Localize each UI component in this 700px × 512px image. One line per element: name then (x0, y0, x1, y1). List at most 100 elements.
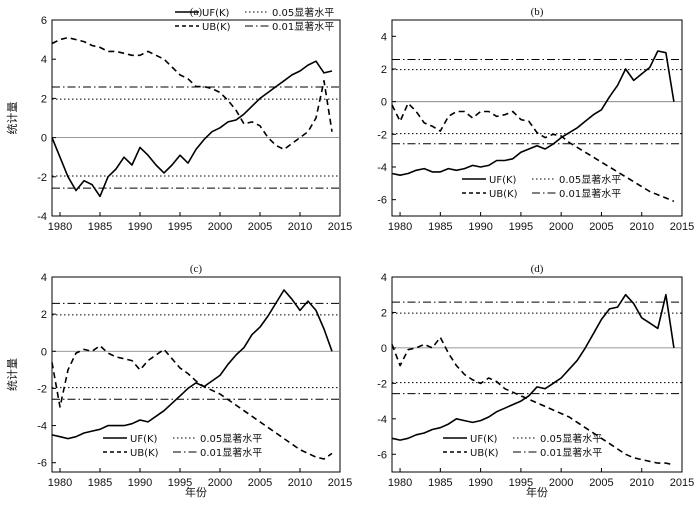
y-tick-label: -6 (37, 458, 47, 470)
series-line-ubk (51, 344, 333, 460)
y-tick-label: 0 (41, 346, 47, 358)
legend-label: 0.01显著水平 (540, 446, 602, 459)
x-tick-label: 2000 (549, 221, 573, 233)
series-line-ubk (51, 36, 333, 151)
y-tick-label: 4 (381, 31, 387, 43)
x-tick-label: 2005 (248, 477, 272, 489)
panel-label: (c) (190, 263, 203, 275)
y-tick-label: -6 (377, 195, 387, 207)
legend-label: 0.01显著水平 (200, 446, 262, 459)
chart-panel-a: 1980 1985 1990 1995 2000 2005 2010 2015 -4 -2 0 2 4 6… (6, 6, 352, 233)
y-tick-label: -2 (37, 172, 47, 184)
x-tick-label: 2000 (208, 221, 232, 233)
x-tick-label: 1990 (128, 477, 152, 489)
panel-label: (d) (531, 263, 544, 275)
x-tick-label: 1985 (88, 221, 112, 233)
x-tick-label: 2000 (549, 477, 573, 489)
x-tick-label: 1985 (428, 221, 452, 233)
y-tick-label: 0 (381, 97, 387, 109)
chart-panel-c: 1980 1985 1990 1995 2000 2005 2010 2015 -6 -4 -2 0 2… (6, 263, 352, 499)
chart-panel-b: 1980 1985 1990 1995 2000 2005 2010 2015 -6 -4 -2 0 2… (377, 6, 694, 233)
x-tick-label: 2010 (288, 477, 312, 489)
x-tick-label: 2005 (589, 221, 613, 233)
x-tick-label: 1990 (468, 221, 492, 233)
legend-label: UB(K) (130, 448, 159, 459)
x-tick-label: 1980 (388, 477, 412, 489)
series-line-ufk (51, 60, 333, 198)
plot-frame (51, 276, 341, 473)
x-tick-label: 1995 (168, 477, 192, 489)
legend-label: UF(K) (470, 434, 498, 445)
x-tick-label: 2000 (208, 477, 232, 489)
legend-label: 0.05显著水平 (272, 6, 334, 19)
x-tick-label: 1990 (128, 221, 152, 233)
x-tick-label: 2015 (328, 477, 352, 489)
series-line-ufk (391, 293, 675, 441)
x-tick-label: 2015 (328, 221, 352, 233)
legend-label: 0.01显著水平 (559, 187, 621, 200)
x-tick-label: 2005 (589, 477, 613, 489)
x-tick-label: 2015 (670, 221, 694, 233)
plot-frame (51, 19, 341, 217)
y-tick-label: -4 (37, 211, 47, 223)
plot-frame (391, 276, 683, 473)
series-line-ufk (391, 50, 675, 176)
x-tick-label: 1990 (468, 477, 492, 489)
legend-label: UF(K) (130, 434, 158, 445)
y-tick-label: 6 (41, 15, 47, 27)
x-tick-label: 2010 (629, 477, 653, 489)
legend-label: UF(K) (202, 8, 230, 19)
chart-panel-d: 1980 1985 1990 1995 2000 2005 2010 2015 -6 -4 -2 0 2… (377, 263, 694, 499)
y-tick-label: 0 (381, 343, 387, 355)
y-tick-label: -2 (377, 378, 387, 390)
legend: UF(K) 0.05显著水平 UB(K) 0.01显著水平 (462, 173, 621, 200)
x-tick-label: 1995 (509, 477, 533, 489)
y-tick-label: 2 (381, 64, 387, 76)
x-tick-label: 2015 (670, 477, 694, 489)
x-tick-label: 2010 (629, 221, 653, 233)
legend: UF(K) 0.05显著水平 UB(K) 0.01显著水平 (103, 432, 262, 459)
plot-frame (391, 19, 683, 217)
x-tick-label: 1980 (48, 477, 72, 489)
x-tick-label: 1995 (168, 221, 192, 233)
y-tick-label: 2 (41, 93, 47, 105)
y-tick-label: 4 (381, 272, 387, 284)
x-tick-label: 1995 (509, 221, 533, 233)
legend-label: 0.05显著水平 (559, 173, 621, 186)
legend-label: UB(K) (470, 448, 499, 459)
series-line-ubk (391, 336, 675, 466)
y-tick-label: 4 (41, 272, 47, 284)
x-tick-label: 1985 (428, 477, 452, 489)
x-tick-label: 1980 (48, 221, 72, 233)
x-axis-label: 年份 (185, 485, 207, 499)
y-tick-label: 4 (41, 54, 47, 66)
y-tick-label: 2 (381, 307, 387, 319)
x-tick-label: 1980 (388, 221, 412, 233)
legend-label: UF(K) (489, 175, 517, 186)
y-axis-label: 统计量 (6, 102, 19, 135)
legend-label: UB(K) (489, 189, 518, 200)
x-tick-label: 1985 (88, 477, 112, 489)
legend: UF(K) 0.05显著水平 UB(K) 0.01显著水平 (175, 6, 334, 33)
series-line-ubk (391, 102, 675, 203)
y-tick-label: -6 (377, 449, 387, 461)
x-tick-label: 2010 (288, 221, 312, 233)
y-tick-label: 0 (41, 133, 47, 145)
x-tick-label: 2005 (248, 221, 272, 233)
y-axis-label: 统计量 (6, 358, 19, 391)
y-tick-label: -4 (37, 421, 47, 433)
y-tick-label: -2 (377, 129, 387, 141)
y-tick-label: -4 (377, 162, 387, 174)
y-tick-label: -4 (377, 414, 387, 426)
series-line-ufk (51, 289, 333, 440)
legend: UF(K) 0.05显著水平 UB(K) 0.01显著水平 (443, 432, 602, 459)
x-axis-label: 年份 (526, 485, 548, 499)
legend-label: 0.05显著水平 (540, 432, 602, 445)
legend-label: 0.05显著水平 (200, 432, 262, 445)
legend-label: 0.01显著水平 (272, 20, 334, 33)
legend-label: UB(K) (202, 22, 231, 33)
y-tick-label: -2 (37, 383, 47, 395)
y-tick-label: 2 (41, 309, 47, 321)
panel-label: (b) (531, 6, 544, 18)
